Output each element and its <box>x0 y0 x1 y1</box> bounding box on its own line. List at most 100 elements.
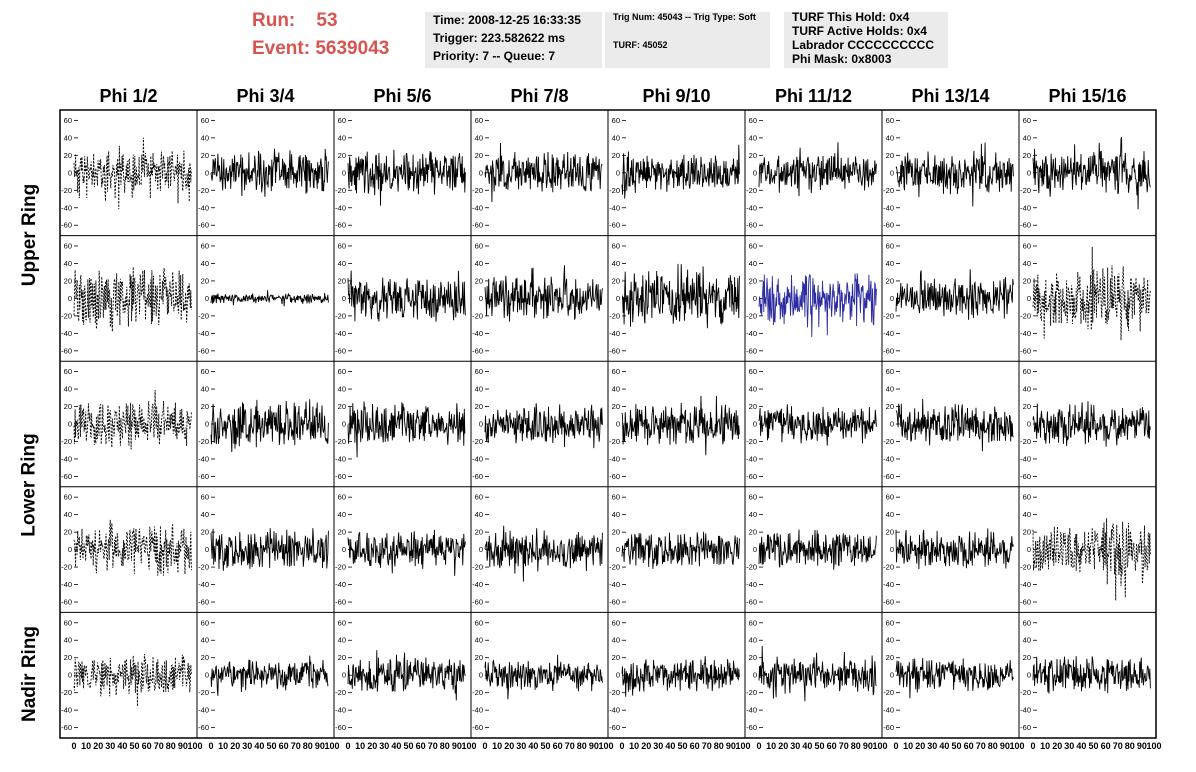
y-tick-label: 40 <box>612 510 620 519</box>
column-header-phi-9-10: Phi 9/10 <box>642 86 711 106</box>
column-header-phi-13-14: Phi 13/14 <box>911 86 990 106</box>
y-tick-label: 20 <box>338 402 346 411</box>
y-tick-label: 60 <box>886 116 894 125</box>
y-tick-label: 60 <box>64 116 72 125</box>
y-tick-label: 0 <box>753 294 757 303</box>
x-tick-label: 100 <box>1009 741 1024 751</box>
x-tick-label: 90 <box>452 741 462 751</box>
y-tick-label: -20 <box>746 688 757 697</box>
y-tick-label: 60 <box>338 367 346 376</box>
y-tick-label: 20 <box>475 402 483 411</box>
waveform-panel-r3-c6: 60 40 20 0 -20 -40 -60 <box>883 493 1014 607</box>
y-tick-label: -20 <box>335 311 346 320</box>
y-tick-label: -40 <box>883 329 894 338</box>
y-tick-label: 40 <box>886 510 894 519</box>
y-tick-label: 0 <box>342 294 346 303</box>
column-header-phi-15-16: Phi 15/16 <box>1048 86 1127 106</box>
y-tick-label: -60 <box>472 598 483 607</box>
y-tick-label: -60 <box>1020 472 1031 481</box>
x-tick-label: 60 <box>279 741 289 751</box>
y-tick-label: 60 <box>886 241 894 250</box>
y-tick-label: -60 <box>1020 723 1031 732</box>
y-tick-label: -60 <box>883 598 894 607</box>
waveform-trace <box>347 650 466 701</box>
time-info-panel: Time: 2008-12-25 16:33:35 Trigger: 223.5… <box>425 12 602 68</box>
waveform-panel-r4-c3: 60 40 20 0 -20 -40 -60 <box>472 618 603 732</box>
y-tick-label: 40 <box>886 636 894 645</box>
y-tick-label: 40 <box>201 636 209 645</box>
y-tick-label: 60 <box>612 618 620 627</box>
x-tick-label: 10 <box>1040 741 1050 751</box>
y-tick-label: -60 <box>609 598 620 607</box>
y-tick-label: 60 <box>475 618 483 627</box>
y-tick-label: -20 <box>472 688 483 697</box>
y-tick-label: 60 <box>612 241 620 250</box>
labrador-text: Labrador CCCCCCCCCC <box>792 38 935 52</box>
waveform-trace <box>484 654 603 700</box>
y-tick-label: 40 <box>338 259 346 268</box>
y-tick-label: -60 <box>335 723 346 732</box>
y-tick-label: 40 <box>475 259 483 268</box>
trigger-text: Trigger: 223.582622 ms <box>433 31 566 45</box>
y-tick-label: -40 <box>198 329 209 338</box>
y-tick-label: -60 <box>609 346 620 355</box>
waveform-panel-r1-c3: 60 40 20 0 -20 -40 -60 <box>472 241 603 355</box>
x-tick-label: 30 <box>516 741 526 751</box>
phi-mask-text: Phi Mask: 0x8003 <box>792 52 892 66</box>
y-tick-label: -60 <box>746 598 757 607</box>
y-tick-label: -60 <box>1020 346 1031 355</box>
y-tick-label: 0 <box>753 671 757 680</box>
x-tick-label: 10 <box>903 741 913 751</box>
y-tick-label: -40 <box>1020 454 1031 463</box>
y-tick-label: -40 <box>1020 329 1031 338</box>
y-tick-label: 40 <box>64 385 72 394</box>
y-tick-label: 0 <box>890 545 894 554</box>
y-tick-label: -20 <box>1020 688 1031 697</box>
y-tick-label: 20 <box>475 276 483 285</box>
x-tick-label: 90 <box>726 741 736 751</box>
y-tick-label: 0 <box>753 545 757 554</box>
turf-this-hold-text: TURF This Hold: 0x4 <box>792 10 910 24</box>
y-tick-label: -60 <box>61 346 72 355</box>
y-tick-label: -40 <box>883 454 894 463</box>
y-tick-label: 20 <box>749 653 757 662</box>
y-tick-label: 0 <box>342 420 346 429</box>
waveform-panel-r3-c5: 60 40 20 0 -20 -40 -60 <box>746 493 877 607</box>
y-tick-label: -60 <box>746 221 757 230</box>
y-tick-label: -40 <box>472 329 483 338</box>
waveform-panel-r4-c2: 60 40 20 0 -20 -40 -60 <box>335 618 466 732</box>
x-tick-label: 90 <box>315 741 325 751</box>
y-tick-label: 40 <box>64 259 72 268</box>
y-tick-label: 0 <box>68 545 72 554</box>
column-header-phi-5-6: Phi 5/6 <box>373 86 432 106</box>
waveform-trace <box>347 529 466 576</box>
y-tick-label: 40 <box>749 259 757 268</box>
y-tick-label: 0 <box>205 545 209 554</box>
trigger-info-panel: Trig Num: 45043 -- Trig Type: Soft TURF:… <box>605 12 770 68</box>
waveform-panel-r3-c4: 60 40 20 0 -20 -40 -60 <box>609 493 740 607</box>
y-tick-label: 0 <box>342 671 346 680</box>
y-tick-label: -40 <box>198 706 209 715</box>
y-tick-label: 20 <box>749 276 757 285</box>
y-tick-label: 40 <box>749 385 757 394</box>
y-tick-label: 0 <box>479 294 483 303</box>
waveform-panel-r1-c7: 60 40 20 0 -20 -40 -60 <box>1020 241 1151 355</box>
x-tick-label: 0 <box>71 741 76 751</box>
x-tick-label: 30 <box>927 741 937 751</box>
y-tick-label: -40 <box>1020 580 1031 589</box>
y-tick-label: -20 <box>61 437 72 446</box>
x-tick-label: 80 <box>1125 741 1135 751</box>
waveform-panel-r3-c3: 60 40 20 0 -20 -40 -60 <box>472 493 603 607</box>
y-tick-label: -20 <box>472 563 483 572</box>
y-tick-label: -60 <box>198 346 209 355</box>
y-tick-label: 20 <box>1023 402 1031 411</box>
y-tick-label: 40 <box>338 510 346 519</box>
y-tick-label: -20 <box>1020 437 1031 446</box>
y-tick-label: -60 <box>609 472 620 481</box>
x-tick-label: 50 <box>540 741 550 751</box>
y-tick-label: 20 <box>64 528 72 537</box>
x-tick-label: 80 <box>303 741 313 751</box>
y-tick-label: 0 <box>205 294 209 303</box>
y-tick-label: 60 <box>749 618 757 627</box>
x-tick-label: 60 <box>553 741 563 751</box>
